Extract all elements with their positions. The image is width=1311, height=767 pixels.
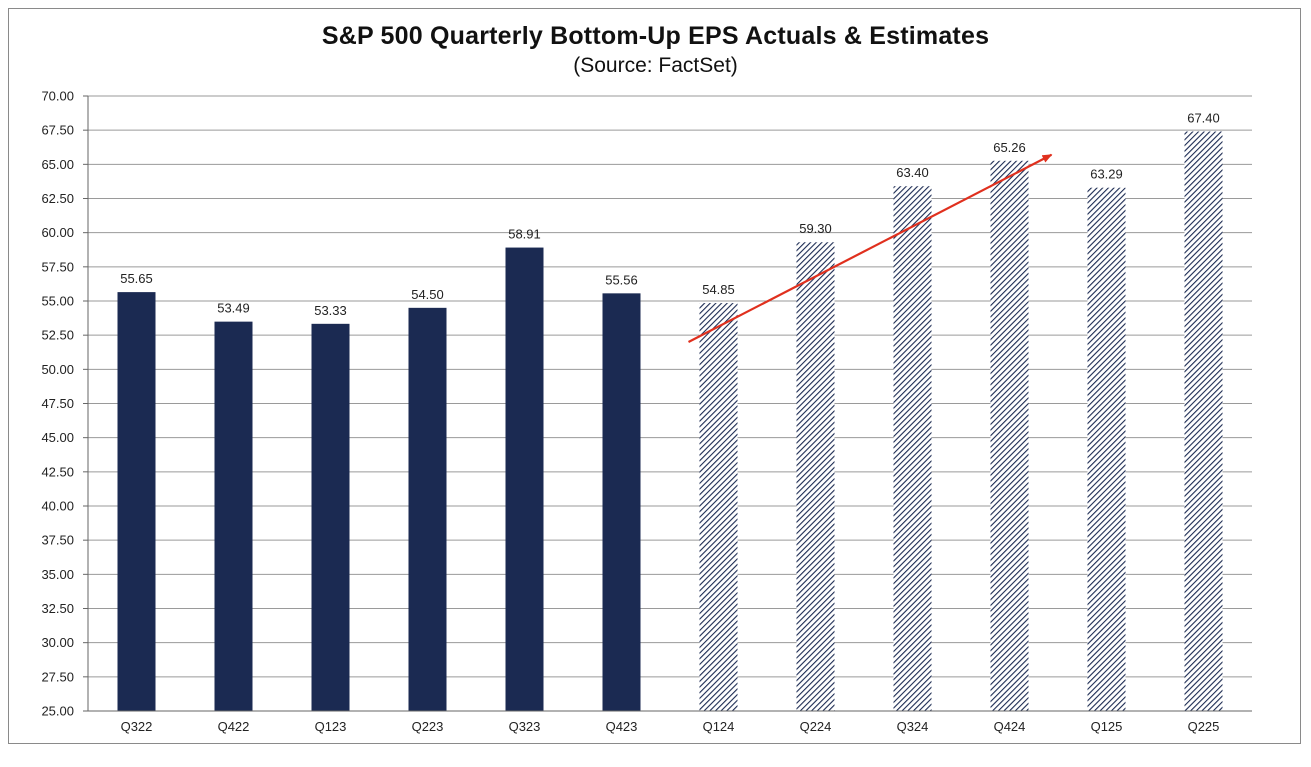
- chart-title: S&P 500 Quarterly Bottom-Up EPS Actuals …: [321, 22, 990, 50]
- bar-estimate: [796, 242, 835, 711]
- bars: [117, 131, 1223, 712]
- y-tick-label: 42.50: [41, 464, 74, 479]
- y-tick-label: 27.50: [41, 669, 74, 684]
- bar-actual: [214, 321, 253, 711]
- y-tick-label: 35.00: [41, 567, 74, 582]
- bar-estimate: [893, 186, 932, 711]
- y-axis: 25.00 27.50 30.00 32.50 35.00 37.50 40.00 42.50…: [41, 89, 89, 719]
- x-tick-label: Q323: [509, 719, 541, 734]
- bar-estimate: [1087, 187, 1126, 711]
- data-label: 59.30: [799, 221, 832, 236]
- data-labels: 55.65 53.49 53.33 54.50 58.91 55.56 54.85 59.30…: [120, 111, 1220, 318]
- data-label: 65.26: [993, 140, 1026, 155]
- trend-arrow: [687, 153, 1053, 343]
- y-tick-label: 50.00: [41, 362, 74, 377]
- data-label: 55.65: [120, 271, 153, 286]
- x-tick-label: Q424: [994, 719, 1026, 734]
- data-label: 63.40: [896, 165, 929, 180]
- bar-actual: [311, 323, 350, 711]
- y-tick-label: 40.00: [41, 499, 74, 514]
- y-tick-label: 70.00: [41, 89, 74, 104]
- data-label: 53.33: [314, 303, 347, 318]
- data-label: 53.49: [217, 301, 250, 316]
- bar-estimate: [1184, 131, 1223, 712]
- data-label: 54.85: [702, 282, 735, 297]
- y-tick-label: 55.00: [41, 294, 74, 309]
- x-tick-label: Q125: [1091, 719, 1123, 734]
- x-tick-label: Q224: [800, 719, 832, 734]
- y-tick-label: 52.50: [41, 328, 74, 343]
- x-tick-label: Q223: [412, 719, 444, 734]
- y-tick-label: 60.00: [41, 225, 74, 240]
- x-tick-label: Q322: [121, 719, 153, 734]
- y-tick-label: 25.00: [41, 704, 74, 719]
- y-tick-label: 62.50: [41, 191, 74, 206]
- data-label: 54.50: [411, 287, 444, 302]
- bar-actual: [602, 293, 641, 711]
- bar-actual: [117, 292, 156, 711]
- x-tick-label: Q422: [218, 719, 250, 734]
- y-tick-label: 30.00: [41, 635, 74, 650]
- x-tick-label: Q423: [606, 719, 638, 734]
- x-tick-label: Q123: [315, 719, 347, 734]
- bar-actual: [505, 247, 544, 711]
- y-tick-label: 32.50: [41, 601, 74, 616]
- bar-estimate: [990, 160, 1029, 711]
- y-tick-label: 37.50: [41, 533, 74, 548]
- annotations: [687, 153, 1053, 343]
- data-label: 55.56: [605, 272, 638, 287]
- bar-actual: [408, 307, 447, 711]
- data-label: 63.29: [1090, 167, 1123, 182]
- y-tick-label: 67.50: [41, 123, 74, 138]
- x-tick-label: Q225: [1188, 719, 1220, 734]
- chart-subtitle: (Source: FactSet): [573, 54, 738, 77]
- y-tick-label: 65.00: [41, 157, 74, 172]
- y-tick-label: 57.50: [41, 259, 74, 274]
- data-label: 58.91: [508, 227, 541, 242]
- x-tick-label: Q124: [703, 719, 735, 734]
- y-tick-label: 47.50: [41, 396, 74, 411]
- x-tick-label: Q324: [897, 719, 929, 734]
- x-axis: Q322 Q422 Q123 Q223 Q323 Q423 Q124 Q224 Q324 Q424…: [88, 710, 1252, 734]
- data-label: 67.40: [1187, 111, 1220, 126]
- gridlines: [88, 95, 1252, 712]
- y-tick-label: 45.00: [41, 430, 74, 445]
- bar-estimate: [699, 303, 738, 711]
